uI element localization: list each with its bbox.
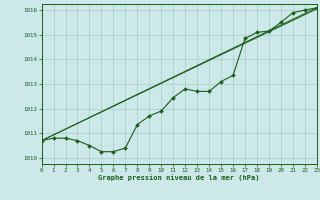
X-axis label: Graphe pression niveau de la mer (hPa): Graphe pression niveau de la mer (hPa) xyxy=(99,175,260,181)
